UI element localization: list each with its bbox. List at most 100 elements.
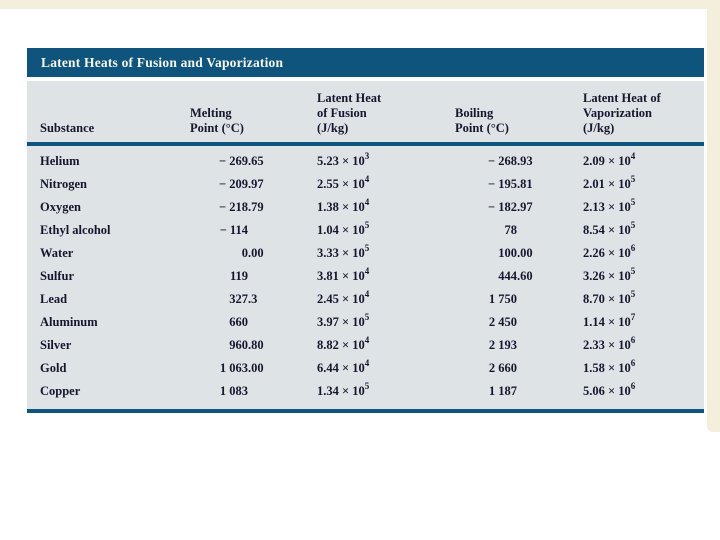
substance-name: Helium [40,154,80,168]
latent-heat-fusion-value: 1.34 × 105 [317,380,370,398]
exponent: 4 [630,150,636,161]
latent-heat-fusion-value: 2.55 × 104 [317,173,370,191]
column-header-line: Boiling [455,106,494,120]
table-row: Oxygen − 218.79 1.38 × 104 − 182.97 2.13 × 1… [40,196,704,219]
latent-heat-fusion-value: 1.04 × 105 [317,219,370,237]
exponent: 5 [630,196,636,207]
fraction-part [248,219,274,242]
table-row: Gold 1 063.00 6.44 × 104 2 660 1.58 × 106 [40,357,704,380]
substance-name: Copper [40,384,81,398]
exponent: 3 [364,150,370,161]
latent-heat-fusion-value: 3.33 × 105 [317,242,370,260]
fraction-part: .93 [517,154,533,168]
latent-heats-table: Latent Heats of Fusion and Vaporization … [27,48,704,413]
fraction-part [517,334,547,357]
exponent: 4 [364,265,370,276]
table-row: Silver 960.80 8.82 × 104 2 193 2.33 × 106 [40,334,704,357]
boiling-point-value: 1 187 [450,380,575,403]
fraction-part [517,288,547,311]
latent-heat-vaporization-value: 3.26 × 105 [583,265,636,283]
substance-name: Aluminum [40,315,98,329]
fraction-part: .80 [248,338,264,352]
melting-point-value: − 218.79 [190,196,302,219]
exponent: 5 [630,173,636,184]
fraction-part: .97 [248,177,264,191]
latent-heat-fusion-value: 5.23 × 103 [317,150,370,168]
exponent: 5 [364,219,370,230]
fraction-part [248,380,274,403]
fraction-part: .79 [248,200,264,214]
column-header-line: (J/kg) [317,121,349,135]
integer-part: 960 [229,338,248,352]
melting-point-value: − 209.97 [190,173,302,196]
latent-heat-vaporization-value: 2.09 × 104 [583,150,636,168]
fraction-part: .3 [248,292,258,306]
substance-name: Gold [40,361,67,375]
melting-point-value: − 114 [190,219,302,242]
boiling-point-value: 78 [450,219,575,242]
integer-part: 1 750 [488,292,517,306]
exponent: 4 [364,334,370,345]
exponent: 6 [630,334,636,345]
fraction-part [517,219,547,242]
exponent: 5 [630,288,636,299]
integer-part: 2 660 [488,361,517,375]
latent-heat-vaporization-value: 2.13 × 105 [583,196,636,214]
substance-name: Sulfur [40,269,75,283]
fraction-part: .81 [517,177,533,191]
integer-part: 2 193 [488,338,517,352]
integer-part: − 209 [219,177,248,191]
exponent: 5 [364,311,370,322]
exponent: 5 [630,265,636,276]
melting-point-value: 119 [190,265,302,288]
table-body: Helium − 269.65 5.23 × 103 − 268.93 2.09 × 1… [27,146,704,413]
exponent: 4 [364,288,370,299]
fraction-part [248,265,274,288]
latent-heat-vaporization-value: 1.14 × 107 [583,311,636,329]
boiling-point-value: − 182.97 [450,196,575,219]
fraction-part: .65 [248,154,264,168]
melting-point-value: 660 [190,311,302,334]
fraction-part [517,357,547,380]
fraction-part: .00 [517,246,533,260]
integer-part: − 114 [219,223,248,237]
table-row: Nitrogen − 209.97 2.55 × 104 − 195.81 2.01 ×… [40,173,704,196]
latent-heat-fusion-value: 3.97 × 105 [317,311,370,329]
table-row: Lead 327.3 2.45 × 104 1 750 8.70 × 105 [40,288,704,311]
melting-point-value: 327.3 [190,288,302,311]
melting-point-value: 1 083 [190,380,302,403]
fraction-part [248,311,274,334]
latent-heat-fusion-value: 3.81 × 104 [317,265,370,283]
column-header-line: Latent Heat [317,91,382,105]
column-header-boiling-point: Boiling Point (°C) [450,106,575,136]
integer-part: 0 [241,246,248,260]
column-header-line: Latent Heat of [583,91,661,105]
integer-part: − 182 [488,200,517,214]
table-row: Copper 1 083 1.34 × 105 1 187 5.06 × 106 [40,380,704,403]
exponent: 5 [364,380,370,391]
latent-heat-vaporization-value: 8.70 × 105 [583,288,636,306]
integer-part: 119 [229,269,248,283]
fraction-part: .00 [248,361,264,375]
integer-part: − 218 [219,200,248,214]
column-header-line: Point (°C) [455,121,509,135]
melting-point-value: 1 063.00 [190,357,302,380]
integer-part: 444 [498,269,517,283]
fraction-part: .00 [248,246,264,260]
column-header-latent-heat-vaporization: Latent Heat of Vaporization (J/kg) [575,91,704,136]
column-header-line: Point (°C) [190,121,244,135]
table-row: Sulfur 119 3.81 × 104 444.60 3.26 × 105 [40,265,704,288]
exponent: 5 [630,219,636,230]
substance-name: Silver [40,338,72,352]
integer-part: − 269 [219,154,248,168]
column-header-substance: Substance [40,121,190,136]
column-header-line: of Fusion [317,106,367,120]
column-header-line: (J/kg) [583,121,615,135]
latent-heat-vaporization-value: 5.06 × 106 [583,380,636,398]
melting-point-value: 0.00 [190,242,302,265]
table-row: Helium − 269.65 5.23 × 103 − 268.93 2.09 × 1… [40,150,704,173]
latent-heat-vaporization-value: 2.01 × 105 [583,173,636,191]
column-header-melting-point: Melting Point (°C) [190,106,302,136]
latent-heat-vaporization-value: 8.54 × 105 [583,219,636,237]
column-header-line: Vaporization [583,106,652,120]
